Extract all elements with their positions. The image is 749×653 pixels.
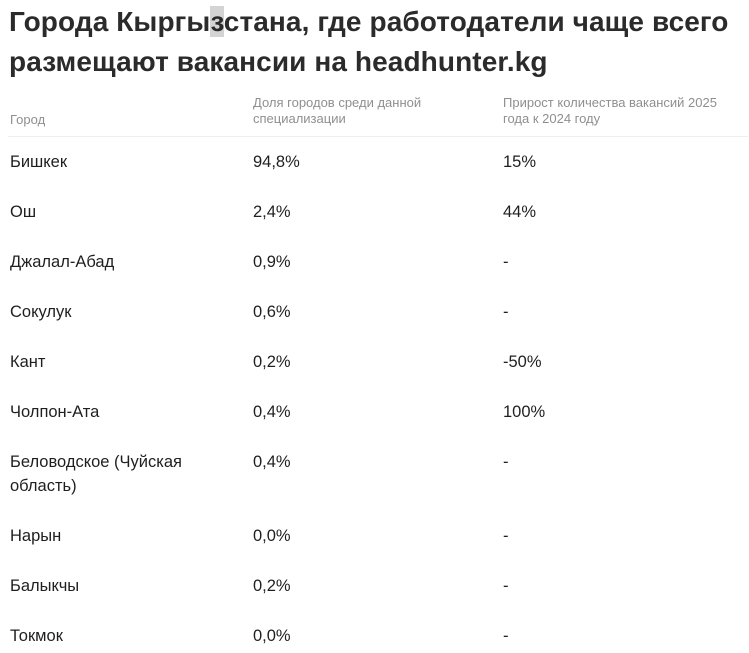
cell-city: Чолпон-Ата — [10, 403, 100, 421]
cell-growth: 15% — [503, 153, 537, 171]
cell-share: 94,8% — [253, 153, 300, 171]
cell-share: 0,0% — [253, 527, 291, 545]
cell-growth: - — [503, 253, 509, 271]
title-text-start: Города Кыргы — [9, 6, 211, 37]
cell-growth: - — [503, 527, 509, 545]
cell-city: Токмок — [10, 627, 63, 645]
cell-city: Балыкчы — [10, 577, 80, 595]
cell-city: Беловодское (Чуйская область) — [10, 453, 182, 495]
cell-share: 0,4% — [253, 403, 291, 421]
cell-growth: - — [503, 453, 509, 471]
cell-growth: 44% — [503, 203, 537, 221]
cell-growth: - — [503, 577, 509, 595]
cell-share: 0,4% — [253, 453, 291, 471]
title-text-end: стана, где работодатели чаще всего разме… — [9, 6, 729, 77]
cell-share: 0,0% — [253, 627, 291, 645]
cell-share: 0,6% — [253, 303, 291, 321]
page-title: Города Кыргызстана, где работодатели чащ… — [9, 2, 744, 82]
header-divider — [8, 136, 748, 137]
column-header-share: Доля городов среди данной специализации — [253, 95, 422, 126]
cell-growth: - — [503, 627, 509, 645]
cell-city: Кант — [10, 353, 46, 371]
cell-city: Нарын — [10, 527, 62, 545]
cell-city: Бишкек — [10, 153, 68, 171]
cell-share: 0,2% — [253, 353, 291, 371]
cell-city: Ош — [10, 203, 37, 221]
title-highlighted-letter: з — [210, 6, 224, 37]
cell-growth: 100% — [503, 403, 546, 421]
cell-share: 2,4% — [253, 203, 291, 221]
cell-growth: -50% — [503, 353, 542, 371]
column-header-city: Город — [10, 112, 46, 127]
column-header-growth: Прирост количества вакансий 2025 года к … — [503, 95, 717, 126]
cell-share: 0,2% — [253, 577, 291, 595]
cell-city: Джалал-Абад — [10, 253, 115, 271]
cell-city: Сокулук — [10, 303, 72, 321]
cell-growth: - — [503, 303, 509, 321]
cell-share: 0,9% — [253, 253, 291, 271]
